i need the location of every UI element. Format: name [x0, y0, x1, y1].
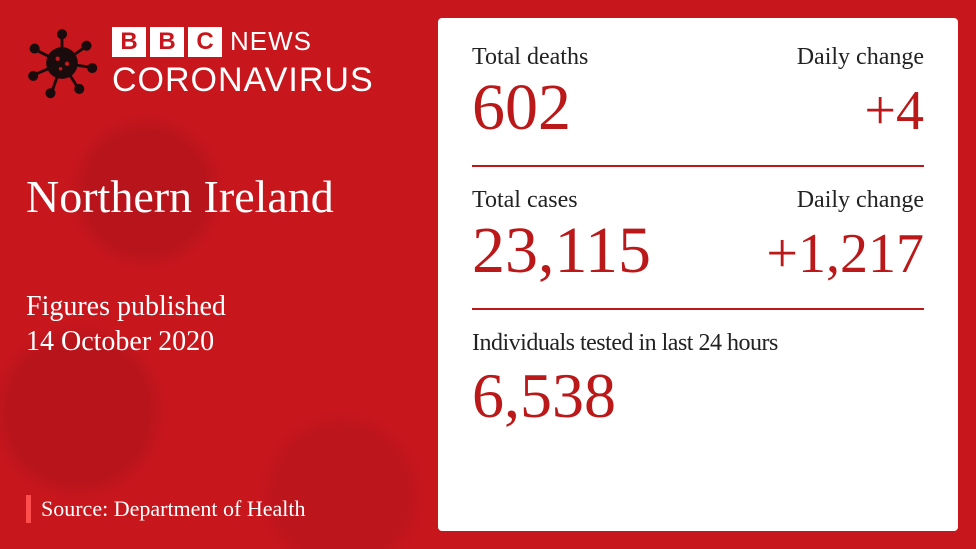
deaths-change-value: +4: [864, 79, 924, 143]
region-title: Northern Ireland: [26, 170, 420, 223]
bbc-blocks: B B C: [112, 27, 222, 57]
left-panel: B B C NEWS CORONAVIRUS Northern Ireland …: [0, 0, 440, 549]
cases-change-value: +1,217: [766, 222, 924, 286]
bbc-block-b1: B: [112, 27, 146, 57]
cases-label: Total cases: [472, 187, 578, 214]
cases-change-label: Daily change: [797, 187, 924, 214]
stat-tested: Individuals tested in last 24 hours 6,53…: [472, 330, 924, 433]
divider-1: [472, 165, 924, 167]
virus-icon: [26, 27, 98, 99]
divider-2: [472, 308, 924, 310]
bbc-block-b2: B: [150, 27, 184, 57]
bbc-block-c: C: [188, 27, 222, 57]
infographic-container: B B C NEWS CORONAVIRUS Northern Ireland …: [0, 0, 976, 549]
source-text: Source: Department of Health: [41, 496, 306, 522]
news-label: NEWS: [230, 26, 312, 57]
source-accent-bar: [26, 495, 31, 523]
brand-row: B B C NEWS CORONAVIRUS: [26, 26, 420, 100]
published-line-2: 14 October 2020: [26, 324, 420, 359]
cases-value: 23,115: [472, 216, 651, 285]
tested-value: 6,538: [472, 359, 924, 433]
stat-deaths: Total deaths Daily change 602 +4: [472, 44, 924, 143]
tested-label: Individuals tested in last 24 hours: [472, 330, 924, 357]
deaths-label: Total deaths: [472, 44, 588, 71]
stats-card: Total deaths Daily change 602 +4 Total c…: [438, 18, 958, 531]
published-block: Figures published 14 October 2020: [26, 289, 420, 359]
bbc-news-row: B B C NEWS: [112, 26, 374, 57]
deaths-value: 602: [472, 73, 571, 142]
stat-cases: Total cases Daily change 23,115 +1,217: [472, 187, 924, 286]
topic-label: CORONAVIRUS: [112, 61, 374, 100]
deaths-change-label: Daily change: [797, 44, 924, 71]
published-line-1: Figures published: [26, 289, 420, 324]
source-row: Source: Department of Health: [26, 495, 306, 523]
brand-text: B B C NEWS CORONAVIRUS: [112, 26, 374, 100]
